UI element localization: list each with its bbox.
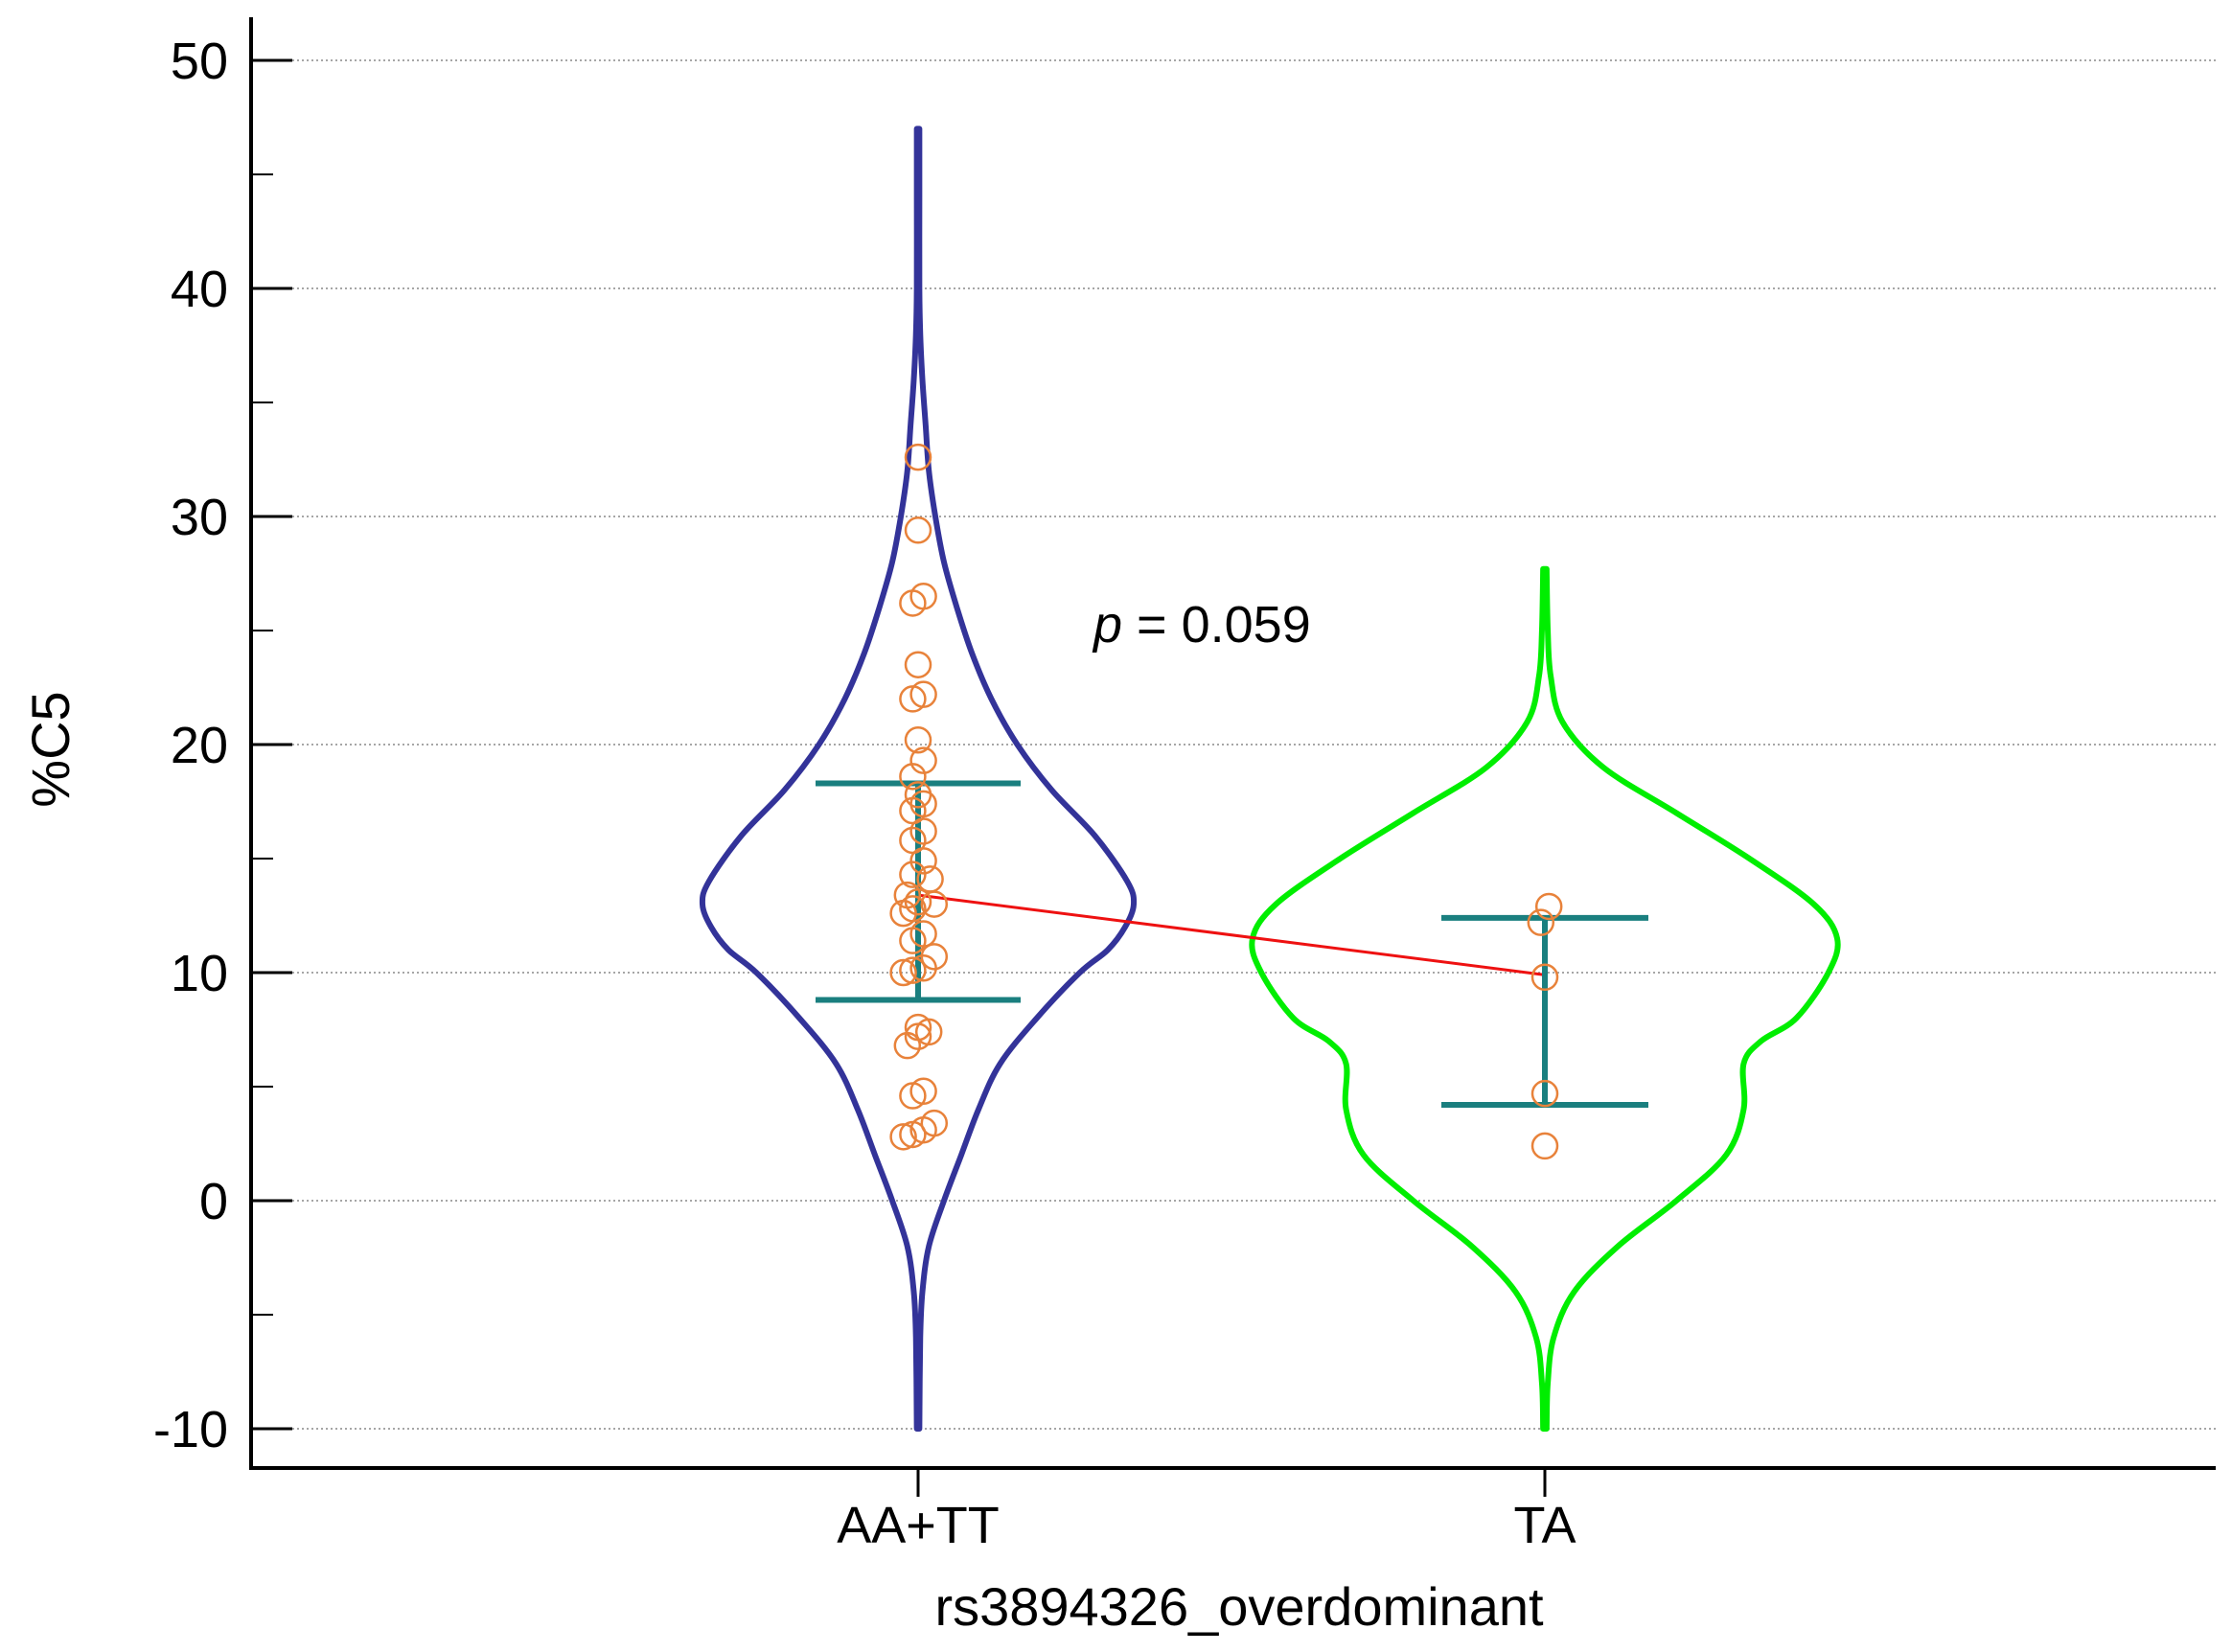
y-tick-label: 10 [171,945,228,1002]
p-symbol: p [1092,596,1122,654]
y-tick-label: 30 [171,489,228,546]
data-point [909,1115,937,1144]
data-point [1530,1132,1559,1160]
data-point [909,817,937,845]
data-point [899,763,927,791]
y-tick-label: 40 [171,261,228,318]
data-point [904,516,932,544]
x-tick-label: TA [1514,1497,1576,1554]
data-point [904,725,932,754]
data-point [1530,1079,1559,1108]
data-point [899,895,927,923]
y-tick-label: 0 [199,1173,228,1230]
data-point [904,651,932,678]
y-tick-label: 20 [171,717,228,774]
data-point [899,860,927,888]
data-points [889,443,1563,1160]
p-value: = 0.059 [1122,596,1311,654]
x-axis-title: rs3894326_overdominant [934,1576,1544,1637]
data-point [893,1031,922,1060]
data-point [889,958,917,987]
y-axis-title: %C5 [20,691,81,807]
data-point [1530,963,1559,992]
violin-ta [1249,565,1841,1432]
data-point [909,746,937,774]
violins [699,126,1841,1432]
axes [249,17,2216,1497]
p-value-annotation: p = 0.059 [1092,596,1311,654]
data-point [899,956,927,984]
x-tick-label: AA+TT [837,1497,1000,1554]
data-point [899,927,927,954]
data-point [889,1123,917,1151]
tick-labels: -10 0 10 20 30 40 50 AA+TT TA [153,33,1576,1554]
grid-lines [292,59,2216,1430]
data-point [909,680,937,708]
y-tick-label: -10 [153,1401,228,1458]
error-bars [816,780,1648,1109]
data-point [1534,892,1563,921]
data-point [904,443,932,471]
data-point [909,847,937,875]
mean-line [917,893,1546,976]
y-tick-label: 50 [171,33,228,90]
data-point [920,890,949,918]
violin-aa-tt [699,126,1138,1432]
data-point [1527,908,1555,936]
data-point [909,790,937,818]
mean-connector [917,893,1546,976]
data-point [914,1018,943,1046]
data-point [909,583,937,610]
data-point [909,953,937,982]
data-point [909,1077,937,1106]
